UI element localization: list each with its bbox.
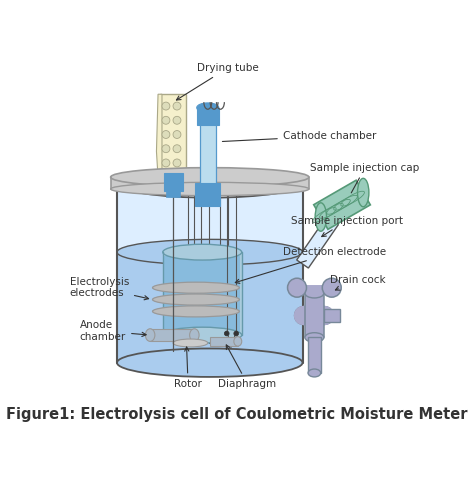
Ellipse shape: [308, 369, 321, 377]
Ellipse shape: [162, 130, 170, 139]
Ellipse shape: [162, 116, 170, 124]
Polygon shape: [117, 252, 302, 363]
Ellipse shape: [315, 203, 327, 231]
Ellipse shape: [173, 130, 181, 139]
Polygon shape: [110, 177, 309, 189]
Polygon shape: [297, 216, 338, 268]
Text: Drying tube: Drying tube: [176, 63, 258, 100]
Bar: [164, 173, 182, 191]
Text: Figure1: Electrolysis cell of Coulometric Moisture Meter: Figure1: Electrolysis cell of Coulometri…: [6, 407, 468, 422]
Ellipse shape: [234, 331, 238, 336]
Ellipse shape: [173, 159, 181, 167]
Ellipse shape: [173, 145, 181, 153]
Text: Electrolysis
electrodes: Electrolysis electrodes: [70, 277, 148, 300]
Bar: [160, 94, 186, 177]
Ellipse shape: [173, 116, 181, 124]
Ellipse shape: [357, 178, 369, 207]
Bar: [305, 293, 324, 338]
Polygon shape: [314, 180, 370, 229]
Text: Rotor: Rotor: [174, 347, 202, 388]
Text: Sample injection cap: Sample injection cap: [310, 163, 419, 193]
Ellipse shape: [110, 168, 309, 186]
Polygon shape: [164, 256, 240, 335]
Ellipse shape: [153, 306, 239, 317]
Text: Drain cock: Drain cock: [330, 275, 386, 290]
Ellipse shape: [146, 329, 155, 341]
Bar: [210, 337, 238, 346]
Ellipse shape: [117, 349, 302, 377]
Ellipse shape: [197, 103, 219, 113]
Text: Detection electrode: Detection electrode: [235, 247, 386, 284]
Ellipse shape: [162, 145, 170, 153]
Text: Cathode chamber: Cathode chamber: [222, 131, 376, 142]
Ellipse shape: [163, 327, 242, 343]
Bar: [308, 338, 321, 373]
Ellipse shape: [162, 102, 170, 110]
Ellipse shape: [288, 278, 307, 297]
Ellipse shape: [234, 337, 242, 346]
Ellipse shape: [190, 329, 199, 341]
Bar: [195, 183, 220, 206]
Ellipse shape: [322, 278, 341, 297]
Ellipse shape: [163, 244, 242, 260]
Ellipse shape: [305, 333, 324, 342]
Bar: [324, 309, 340, 322]
Ellipse shape: [173, 102, 181, 110]
Bar: [200, 122, 216, 186]
Bar: [197, 108, 219, 125]
Polygon shape: [156, 94, 162, 177]
Ellipse shape: [153, 282, 239, 293]
Ellipse shape: [162, 159, 170, 167]
Text: Diaphragm: Diaphragm: [218, 345, 276, 388]
Polygon shape: [117, 184, 302, 363]
Text: Sample injection port: Sample injection port: [291, 215, 403, 237]
Ellipse shape: [224, 331, 229, 336]
Polygon shape: [150, 329, 194, 341]
Ellipse shape: [305, 288, 324, 298]
Polygon shape: [163, 252, 242, 335]
Ellipse shape: [117, 240, 302, 265]
Ellipse shape: [117, 169, 302, 198]
Text: Anode
chamber: Anode chamber: [80, 320, 146, 342]
Ellipse shape: [153, 294, 239, 305]
Bar: [166, 191, 180, 197]
Ellipse shape: [173, 339, 208, 347]
Ellipse shape: [110, 183, 309, 196]
